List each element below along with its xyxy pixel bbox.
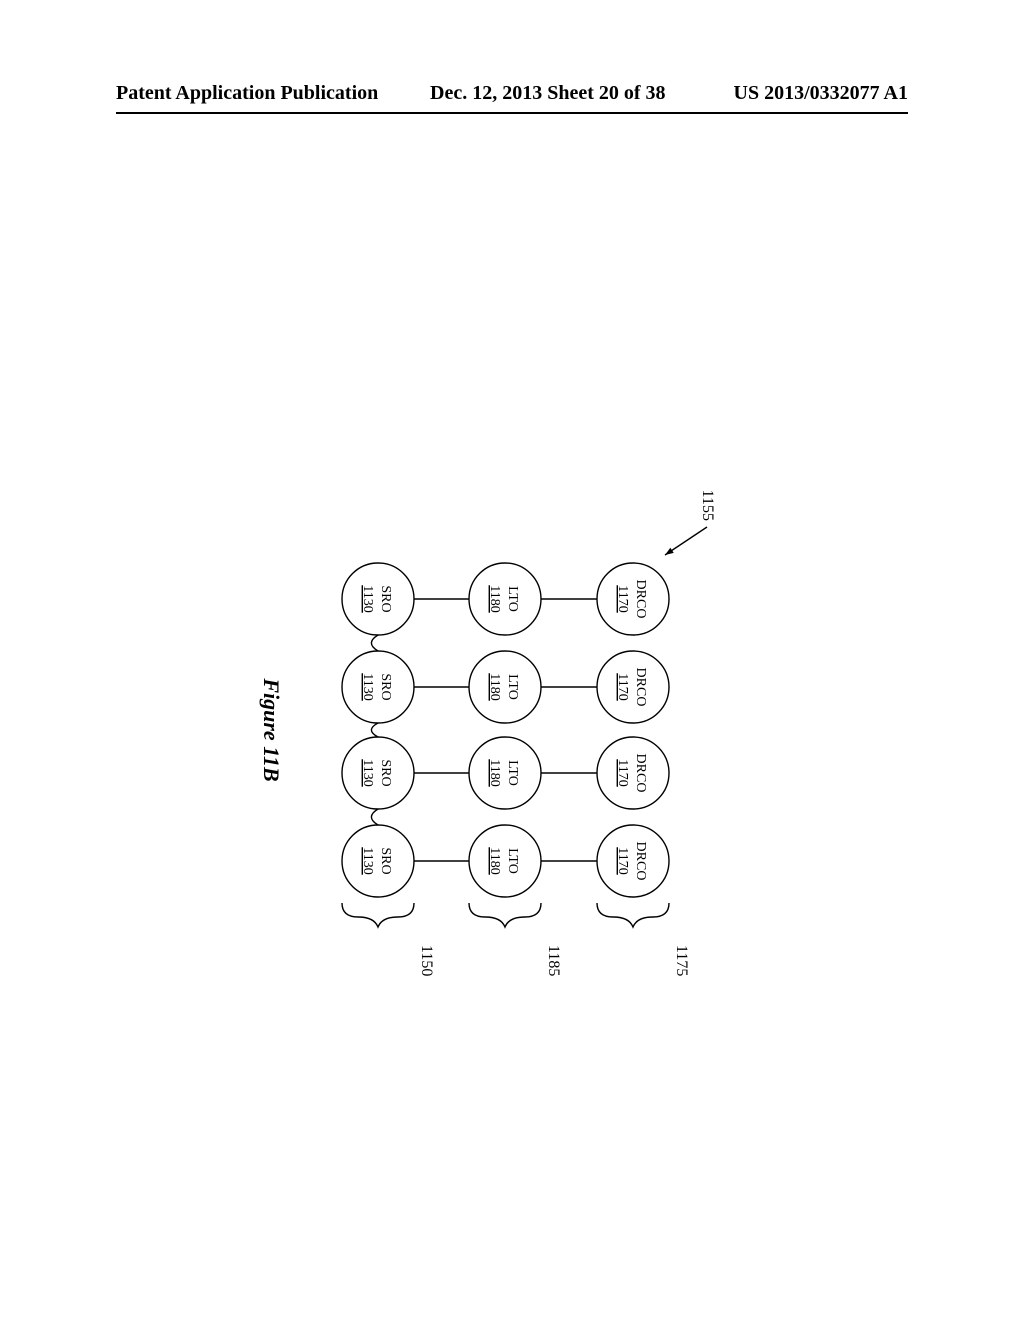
node-label: LTO	[505, 674, 520, 700]
node-circle	[597, 651, 669, 723]
node-label: LTO	[505, 848, 520, 874]
node-label: LTO	[505, 760, 520, 786]
row-brace	[469, 903, 541, 927]
node-circle	[597, 563, 669, 635]
row-callout: 1185	[545, 945, 562, 976]
diagram-svg: 1175118511501155DRCO1170DRCO1170DRCO1170…	[0, 0, 1024, 1320]
row-brace	[597, 903, 669, 927]
node-label: SRO	[378, 759, 393, 786]
node-ref: 1130	[360, 847, 375, 874]
node-label: SRO	[378, 847, 393, 874]
node-ref: 1180	[487, 847, 502, 874]
node-label: DRCO	[633, 842, 648, 881]
row-brace	[342, 903, 414, 927]
node-ref: 1170	[615, 673, 630, 700]
node-circle	[597, 825, 669, 897]
group-callout: 1155	[699, 490, 716, 521]
node-ref: 1130	[360, 585, 375, 612]
callout-arrowhead	[665, 548, 674, 555]
node-ref: 1130	[360, 759, 375, 786]
connector-wavy	[371, 723, 378, 737]
node-circle	[342, 737, 414, 809]
node-label: LTO	[505, 586, 520, 612]
node-ref: 1180	[487, 673, 502, 700]
node-ref: 1170	[615, 585, 630, 612]
node-label: DRCO	[633, 580, 648, 619]
node-ref: 1170	[615, 759, 630, 786]
node-label: SRO	[378, 673, 393, 700]
node-circle	[597, 737, 669, 809]
node-circle	[469, 737, 541, 809]
node-circle	[342, 651, 414, 723]
row-callout: 1150	[418, 945, 435, 976]
figure-caption: Figure 11B	[259, 677, 284, 781]
node-ref: 1130	[360, 673, 375, 700]
node-circle	[342, 825, 414, 897]
connector-wavy	[371, 809, 378, 825]
node-label: DRCO	[633, 754, 648, 793]
node-circle	[469, 651, 541, 723]
node-circle	[469, 825, 541, 897]
node-label: SRO	[378, 585, 393, 612]
node-label: DRCO	[633, 668, 648, 707]
node-ref: 1180	[487, 759, 502, 786]
connector-wavy	[371, 635, 378, 651]
node-circle	[342, 563, 414, 635]
node-circle	[469, 563, 541, 635]
row-callout: 1175	[673, 945, 690, 976]
node-ref: 1170	[615, 847, 630, 874]
node-ref: 1180	[487, 585, 502, 612]
